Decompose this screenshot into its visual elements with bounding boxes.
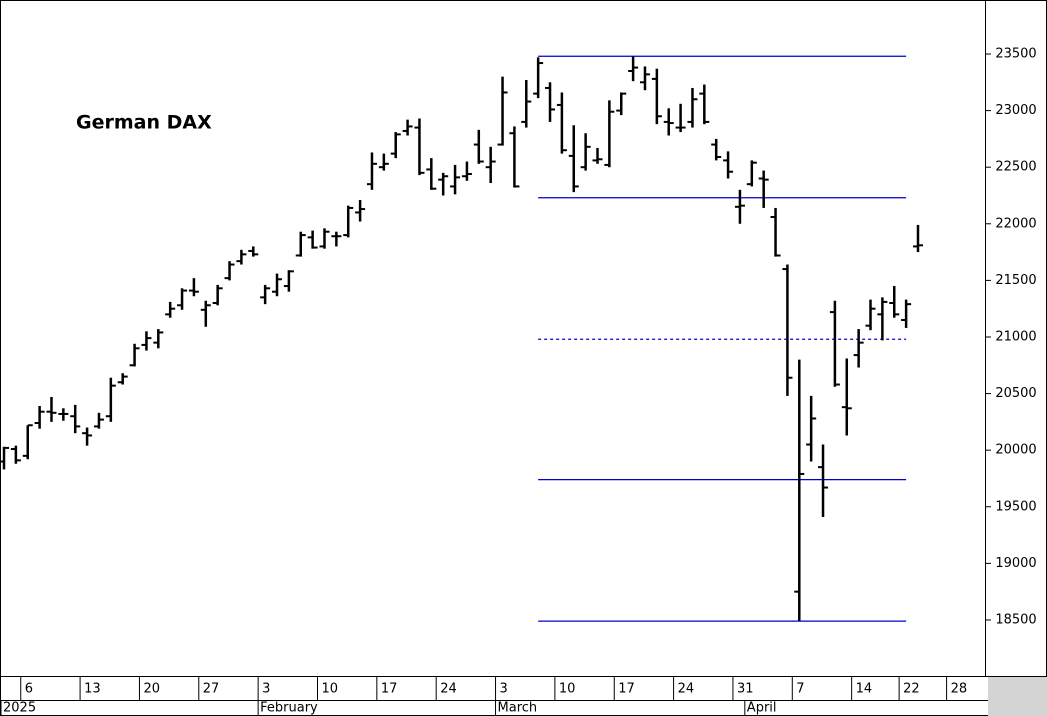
x-tick-label: 14 [856, 682, 873, 697]
x-tick-label: 31 [737, 682, 754, 697]
x-tick-label: 10 [321, 682, 338, 697]
y-tick-label: 20000 [995, 443, 1036, 458]
x-tick-label: 3 [500, 682, 508, 697]
x-tick-label: 17 [381, 682, 398, 697]
y-tick-label: 19500 [995, 499, 1036, 514]
y-tick-label: 22000 [995, 216, 1036, 231]
x-tick-label: 17 [618, 682, 635, 697]
y-tick-label: 19000 [995, 556, 1036, 571]
x-tick-label: 24 [678, 682, 695, 697]
y-tick-label: 23500 [995, 46, 1036, 61]
y-tick-label: 21500 [995, 273, 1036, 288]
month-label: March [498, 701, 538, 716]
x-tick-label: 24 [440, 682, 457, 697]
y-tick-label: 20500 [995, 386, 1036, 401]
month-label: February [260, 701, 318, 716]
corner-patch [988, 677, 1047, 716]
y-tick-label: 18500 [995, 612, 1036, 627]
x-tick-label: 3 [262, 682, 270, 697]
x-tick-label: 22 [903, 682, 920, 697]
y-tick-label: 22500 [995, 160, 1036, 175]
x-tick-label: 10 [559, 682, 576, 697]
x-tick-label: 28 [951, 682, 968, 697]
x-tick-label: 6 [25, 682, 33, 697]
chart-title: German DAX [76, 112, 212, 134]
y-tick-label: 21000 [995, 329, 1036, 344]
y-tick-label: 23000 [995, 103, 1036, 118]
x-tick-label: 7 [796, 682, 804, 697]
x-tick-label: 13 [84, 682, 101, 697]
month-label: 2025 [3, 701, 36, 716]
month-label: April [747, 701, 777, 716]
x-tick-label: 20 [143, 682, 160, 697]
x-tick-label: 27 [203, 682, 220, 697]
